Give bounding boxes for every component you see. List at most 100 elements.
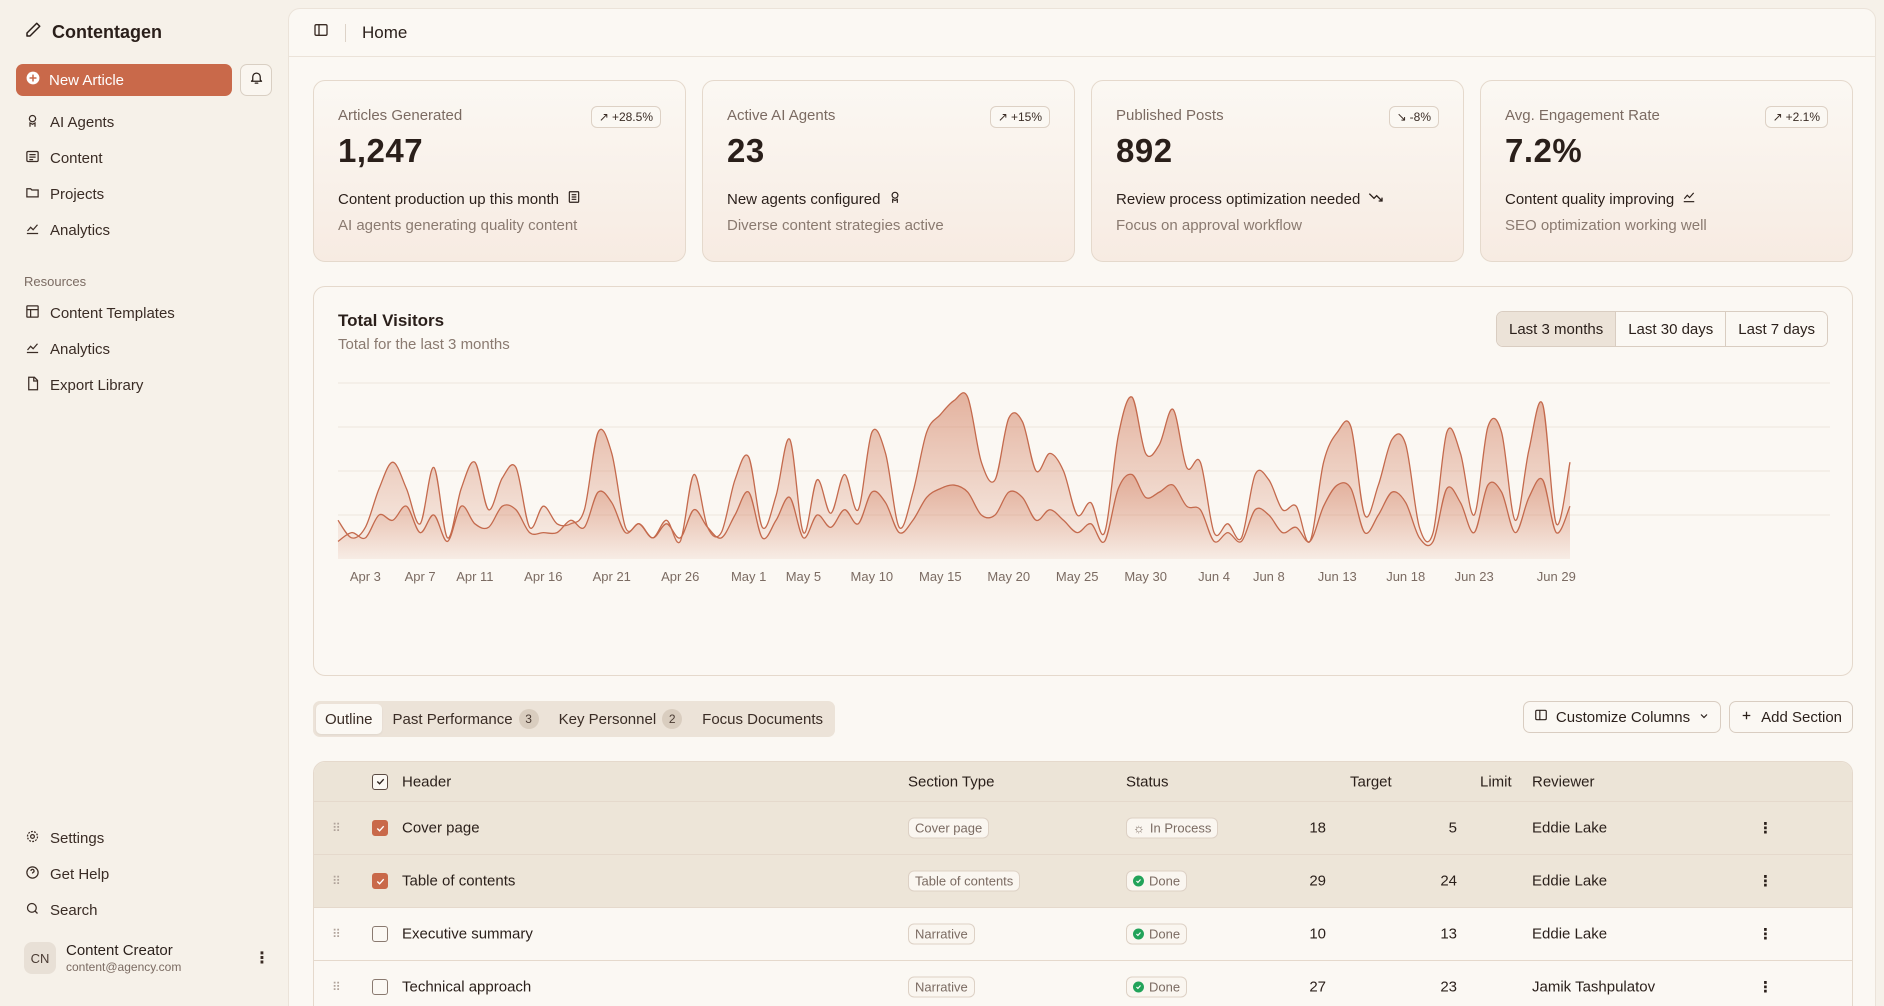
range-7-days[interactable]: Last 7 days xyxy=(1725,312,1827,346)
drag-handle-icon[interactable]: ⠿ xyxy=(332,980,341,994)
x-tick-label: Jun 29 xyxy=(1537,569,1576,584)
target-value[interactable]: 18 xyxy=(1309,819,1326,837)
range-30-days[interactable]: Last 30 days xyxy=(1615,312,1726,346)
customize-columns-button[interactable]: Customize Columns xyxy=(1522,701,1722,733)
stat-card-published: Published Posts 892 ↘ -8% Review process … xyxy=(1091,80,1464,262)
x-tick-label: Jun 4 xyxy=(1198,569,1230,584)
check-circle-icon xyxy=(1133,875,1144,887)
nav-item-settings[interactable]: Settings xyxy=(16,820,272,856)
main-nav: AI Agents Content Projects Analytics xyxy=(16,104,272,248)
x-tick-label: Apr 26 xyxy=(661,569,699,584)
tab-focus-documents[interactable]: Focus Documents xyxy=(693,704,832,734)
nav-item-export-library[interactable]: Export Library xyxy=(16,367,272,403)
row-checkbox[interactable] xyxy=(372,820,388,836)
more-vertical-icon[interactable]: ⋮ xyxy=(254,950,270,967)
drag-handle-icon[interactable]: ⠿ xyxy=(332,821,341,835)
table-header-row: Header Section Type Status Target Limit … xyxy=(314,762,1852,802)
stat-label: Active AI Agents xyxy=(727,107,836,124)
limit-value[interactable]: 13 xyxy=(1440,925,1457,943)
nav-label: Content xyxy=(50,149,103,167)
stat-sub: AI agents generating quality content xyxy=(338,217,578,234)
tab-outline[interactable]: Outline xyxy=(316,704,382,734)
status-text: In Process xyxy=(1149,820,1212,836)
nav-item-search[interactable]: Search xyxy=(16,892,272,928)
sidebar-toggle-icon[interactable] xyxy=(313,22,329,43)
chart-icon xyxy=(25,221,40,240)
notifications-button[interactable] xyxy=(240,64,272,96)
limit-value[interactable]: 24 xyxy=(1440,872,1457,890)
sidebar: Contentagen New Article AI Agents Conten… xyxy=(0,0,288,1006)
reviewer-value[interactable]: Eddie Lake xyxy=(1532,925,1608,943)
user-menu[interactable]: CN Content Creator content@agency.com ⋮ xyxy=(16,942,272,974)
row-header[interactable]: Technical approach xyxy=(402,978,532,996)
nav-item-resources-analytics[interactable]: Analytics xyxy=(16,331,272,367)
table-row[interactable]: ⠿ Cover page Cover page ☼ In Process 18 5… xyxy=(314,802,1852,855)
target-value[interactable]: 27 xyxy=(1309,978,1326,996)
x-tick-label: Jun 18 xyxy=(1386,569,1425,584)
tab-label: Focus Documents xyxy=(702,710,824,728)
col-status[interactable]: Status xyxy=(1126,773,1169,790)
reviewer-value[interactable]: Jamik Tashpulatov xyxy=(1532,978,1656,996)
limit-value[interactable]: 23 xyxy=(1440,978,1457,996)
nav-item-ai-agents[interactable]: AI Agents xyxy=(16,104,272,140)
col-target[interactable]: Target xyxy=(1350,773,1392,790)
divider xyxy=(345,23,346,42)
tab-label: Outline xyxy=(325,710,373,728)
nav-item-projects[interactable]: Projects xyxy=(16,176,272,212)
series-line-0 xyxy=(337,392,1571,544)
main-panel: Home Articles Generated 1,247 ↗ +28.5% Co… xyxy=(288,8,1876,1006)
col-section-type[interactable]: Section Type xyxy=(908,773,995,790)
drag-handle-icon[interactable]: ⠿ xyxy=(332,874,341,888)
row-checkbox[interactable] xyxy=(372,926,388,942)
nav-label: Export Library xyxy=(50,376,144,394)
status-badge: ☼ In Process xyxy=(1126,817,1219,839)
drag-handle-icon[interactable]: ⠿ xyxy=(332,927,341,941)
row-checkbox[interactable] xyxy=(372,979,388,995)
range-3-months[interactable]: Last 3 months xyxy=(1497,312,1616,346)
tab-key-personnel[interactable]: Key Personnel 2 xyxy=(550,704,692,734)
row-header[interactable]: Executive summary xyxy=(402,925,533,943)
nav-item-content-templates[interactable]: Content Templates xyxy=(16,295,272,331)
add-section-label: Add Section xyxy=(1761,708,1842,726)
row-header[interactable]: Cover page xyxy=(402,819,480,837)
limit-value[interactable]: 5 xyxy=(1448,819,1457,837)
select-all-checkbox[interactable] xyxy=(372,773,388,790)
reviewer-value[interactable]: Eddie Lake xyxy=(1532,819,1608,837)
nav-item-content[interactable]: Content xyxy=(16,140,272,176)
row-menu-icon[interactable]: ⋮ xyxy=(1758,820,1773,837)
trend-badge-value: +2.1% xyxy=(1785,110,1820,124)
row-menu-icon[interactable]: ⋮ xyxy=(1758,979,1773,996)
row-menu-icon[interactable]: ⋮ xyxy=(1758,926,1773,943)
target-value[interactable]: 29 xyxy=(1309,872,1326,890)
section-tabs: Outline Past Performance 3 Key Personnel 2… xyxy=(313,701,836,737)
row-checkbox[interactable] xyxy=(372,873,388,889)
new-article-button[interactable]: New Article xyxy=(16,64,232,96)
outline-table: Header Section Type Status Target Limit … xyxy=(313,761,1853,1006)
stat-foot: Content production up this month xyxy=(338,190,559,208)
trend-up-icon xyxy=(1682,190,1696,208)
add-section-button[interactable]: Add Section xyxy=(1729,701,1853,733)
col-reviewer[interactable]: Reviewer xyxy=(1532,773,1595,790)
tab-past-performance[interactable]: Past Performance 3 xyxy=(384,704,548,734)
x-tick-label: May 20 xyxy=(987,569,1030,584)
nav-label: AI Agents xyxy=(50,113,115,131)
help-icon xyxy=(25,865,40,884)
stat-label: Articles Generated xyxy=(338,107,463,124)
status-badge: Done xyxy=(1126,923,1188,945)
nav-item-analytics[interactable]: Analytics xyxy=(16,212,272,248)
nav-item-get-help[interactable]: Get Help xyxy=(16,856,272,892)
new-article-label: New Article xyxy=(49,71,125,89)
robot-icon xyxy=(25,113,40,132)
table-row[interactable]: ⠿ Technical approach Narrative Done 27 2… xyxy=(314,961,1852,1006)
x-tick-label: May 15 xyxy=(919,569,962,584)
table-row[interactable]: ⠿ Executive summary Narrative Done 10 13… xyxy=(314,908,1852,961)
col-header[interactable]: Header xyxy=(402,773,452,790)
reviewer-value[interactable]: Eddie Lake xyxy=(1532,872,1608,890)
target-value[interactable]: 10 xyxy=(1309,925,1326,943)
status-text: Done xyxy=(1149,873,1181,889)
table-row[interactable]: ⠿ Table of contents Table of contents Do… xyxy=(314,855,1852,908)
col-limit[interactable]: Limit xyxy=(1480,773,1512,790)
brand[interactable]: Contentagen xyxy=(16,0,272,64)
row-header[interactable]: Table of contents xyxy=(402,872,516,890)
row-menu-icon[interactable]: ⋮ xyxy=(1758,873,1773,890)
